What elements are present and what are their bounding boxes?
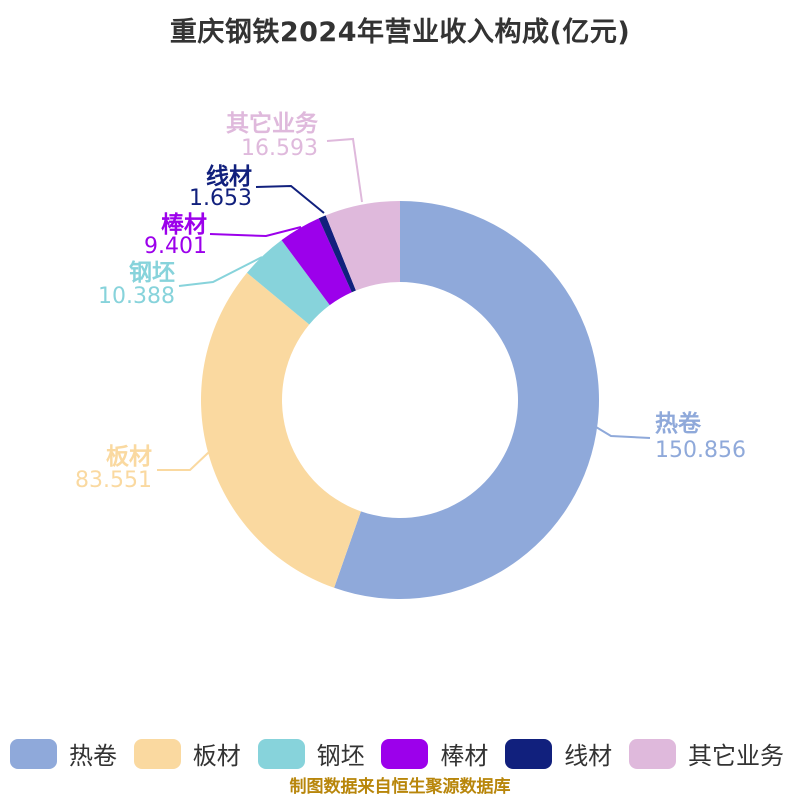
legend-swatch	[133, 738, 181, 769]
pie-slice-0[interactable]	[334, 201, 600, 599]
legend-swatch	[505, 738, 553, 769]
slice-label-value-0: 150.856	[655, 438, 746, 463]
slice-label-name-0: 热卷	[655, 410, 702, 437]
legend-item-2[interactable]: 钢坯	[257, 736, 365, 771]
legend: 热卷 板材 钢坯 棒材 线材 其它业务	[0, 736, 800, 771]
legend-label: 钢坯	[316, 742, 365, 770]
legend-label: 热卷	[69, 742, 117, 770]
data-source-note: 制图数据来自恒生聚源数据库	[289, 777, 511, 797]
slice-label-name-3: 棒材	[161, 211, 207, 238]
pie-slice-1[interactable]	[201, 272, 361, 588]
pie-slice-2[interactable]	[246, 240, 330, 325]
legend-swatch	[10, 738, 57, 769]
legend-label: 板材	[192, 742, 241, 770]
slice-label-value-2: 10.388	[98, 284, 175, 309]
legend-item-5[interactable]: 其它业务	[628, 736, 784, 771]
pie-slice-5[interactable]	[325, 201, 400, 291]
legend-swatch	[257, 738, 305, 769]
slice-label-value-3: 9.401	[144, 234, 207, 259]
slice-label-value-1: 83.551	[75, 468, 152, 493]
legend-item-4[interactable]: 线材	[505, 736, 612, 771]
label-line-3	[209, 226, 302, 238]
slice-label-name-2: 钢坯	[129, 260, 175, 286]
label-line-0	[595, 426, 651, 439]
legend-label: 其它业务	[687, 742, 784, 770]
legend-item-3[interactable]: 棒材	[381, 736, 488, 771]
slice-label-name-1: 板材	[106, 444, 152, 470]
chart-title: 重庆钢铁2024年营业收入构成(亿元)	[169, 17, 631, 48]
slice-label-value-5: 16.593	[241, 136, 318, 161]
label-line-2	[178, 256, 263, 287]
label-line-4	[255, 184, 325, 214]
slice-label-name-5: 其它业务	[226, 110, 319, 137]
slice-label-name-4: 线材	[206, 163, 252, 190]
legend-swatch	[628, 738, 676, 769]
pie-slice-3[interactable]	[281, 218, 352, 306]
legend-item-0[interactable]: 热卷	[10, 736, 117, 771]
label-line-1	[157, 451, 210, 471]
legend-label: 棒材	[440, 742, 489, 770]
slice-label-value-4: 1.653	[189, 186, 252, 211]
legend-swatch	[381, 738, 429, 769]
pie-slice-4[interactable]	[318, 215, 356, 293]
legend-label: 线材	[564, 742, 613, 770]
legend-item-1[interactable]: 板材	[133, 736, 241, 771]
label-line-5	[326, 137, 363, 203]
